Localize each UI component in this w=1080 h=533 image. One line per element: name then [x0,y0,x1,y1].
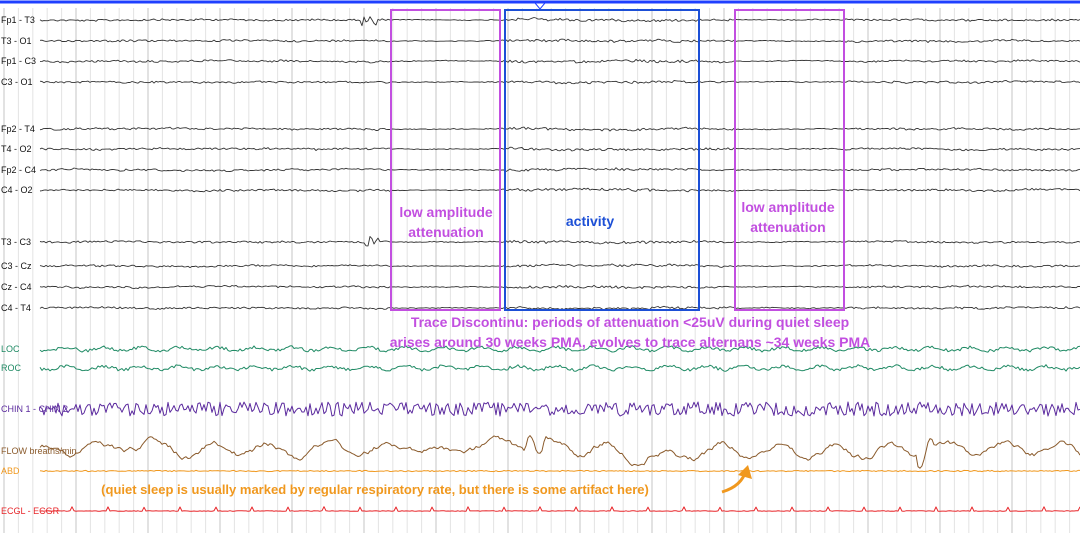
trace-fp2-c4 [39,167,1080,172]
trace-c3-o1 [39,79,1080,85]
channel-label-group: Fp1 - T3 T3 - O1 Fp1 - C3 C3 - O1 Fp2 - T4 T4… [1,15,77,516]
region-box-attenuation-2 [734,9,845,311]
channel-label: CHIN 1 - CHIN 2 [1,404,68,414]
trace-t4-o2 [39,146,1080,152]
region-label-line: low amplitude [741,199,835,215]
trace-c3-cz [39,263,1080,269]
trace-fp2-t4 [39,126,1080,132]
trace-cz-c4 [39,284,1080,290]
time-cursor-icon[interactable] [533,2,547,10]
respiration-note: (quiet sleep is usually marked by regula… [101,482,649,497]
region-label-line: attenuation [750,219,826,235]
region-label-line: low amplitude [399,204,493,220]
region-label-attenuation-2: low amplitude attenuation [728,197,848,237]
trace-fp1-c3 [39,58,1080,64]
trace-loc [39,345,1080,353]
caption-line-2: arises around 30 weeks PMA, evolves to t… [389,334,871,350]
trace-roc [39,364,1080,372]
channel-label: C3 - O1 [1,77,33,87]
region-box-attenuation-1 [390,9,501,311]
channel-label: T3 - C3 [1,237,31,247]
region-box-activity [504,9,700,311]
channel-label: ECGL - ECGR [1,506,60,516]
caption: Trace Discontinu: periods of attenuation… [330,312,930,352]
channel-label: T3 - O1 [1,36,32,46]
channel-label: T4 - O2 [1,144,32,154]
channel-label: ABD [1,466,20,476]
trace-fp1-t3 [39,16,1080,27]
trace-chin-1-chin-2 [39,401,1080,417]
channel-label: ROC [1,363,22,373]
trace-t3-o1 [39,38,1080,44]
channel-label: C4 - O2 [1,185,33,195]
trace-abd [39,469,1080,473]
region-label-attenuation-1: low amplitude attenuation [386,202,506,242]
trace-c4-o2 [39,187,1080,193]
channel-label: C4 - T4 [1,303,31,313]
channel-label: LOC [1,344,20,354]
channel-label: Fp1 - T3 [1,15,35,25]
region-label-line: attenuation [408,224,484,240]
channel-label: FLOW breaths/min [1,446,77,456]
channel-label: Cz - C4 [1,282,32,292]
channel-label: Fp2 - T4 [1,124,35,134]
trace-flow-breaths-min [39,435,1080,469]
trace-t3-c3 [39,236,1080,247]
region-label-activity: activity [565,213,615,229]
channel-label: Fp2 - C4 [1,165,36,175]
arrow-head-icon [738,465,752,479]
channel-label: C3 - Cz [1,261,32,271]
trace-group [39,16,1080,512]
channel-label: Fp1 - C3 [1,56,36,66]
trace-ecgl-ecgr [39,506,1080,512]
caption-line-1: Trace Discontinu: periods of attenuation… [410,314,850,330]
